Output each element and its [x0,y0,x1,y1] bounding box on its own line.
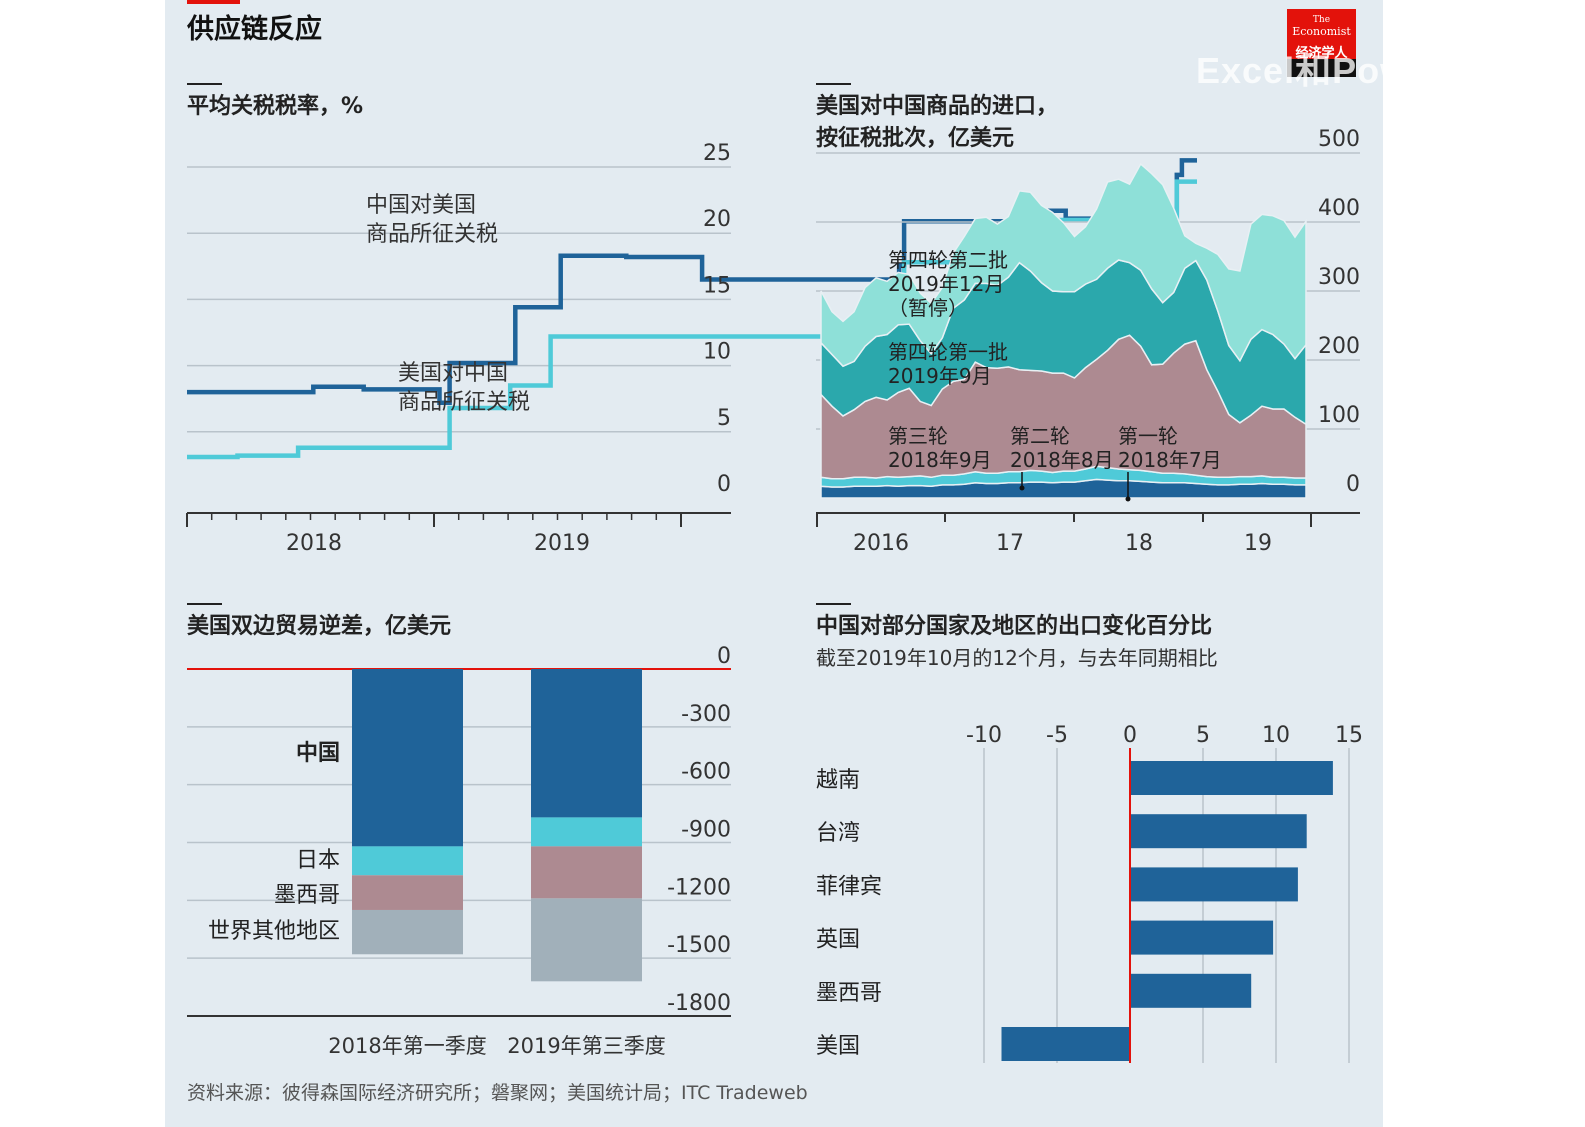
x-tick-label: 5 [1196,723,1210,748]
exports-chart-subtitle: 截至2019年10月的12个月，与去年同期相比 [816,646,1218,670]
area-label-2: 第二轮 2018年8月 [1010,424,1114,472]
bar [1130,814,1307,849]
y-tick-label: 0 [717,472,731,497]
y-tick-label: 100 [1318,403,1360,428]
y-tick-label: 20 [703,207,731,232]
x-tick-label: 10 [1262,723,1290,748]
bar [1001,1027,1130,1061]
x-tick-label: -5 [1046,723,1068,748]
category-label: 越南 [816,768,860,793]
bar-segment-mexico [352,875,463,910]
area-label-5: 第四轮第二批 2019年12月（暂停） [888,248,1008,320]
series-label: 世界其他地区 [208,919,340,944]
exports-chart-title: 中国对部分国家及地区的出口变化百分比 [816,613,1212,639]
pointer-dot [1019,485,1025,491]
pointer-dot [1125,496,1131,502]
y-tick-label: 0 [717,644,731,669]
area-label-1: 第一轮 2018年7月 [1118,424,1222,472]
y-tick-label: 25 [703,141,731,166]
imports-chart-title: 美国对中国商品的进口，按征税批次，亿美元 [816,93,1058,151]
bar [1130,920,1274,955]
watermark: Excel和PowerBI实战 [1196,50,1558,91]
area-series-5 [820,162,1307,368]
x-tick-label: 18 [1125,531,1153,556]
x-tick-label: -10 [966,723,1002,748]
bar-segment-rest [531,898,642,982]
x-tick-label: 2019 [534,531,590,556]
bar-segment-japan [352,846,463,876]
bar-segment-rest [352,909,463,955]
x-tick-label: 17 [996,531,1024,556]
x-tick-label: 2016 [853,531,909,556]
logo-bar [1287,59,1356,77]
bar [1130,761,1333,795]
deficit-chart: 美国双边贸易逆差，亿美元 0 -300 -600 -900 -1200 -1500 -180… [187,603,731,1058]
x-tick-label: 2019年第三季度 [507,1034,665,1058]
bar-segment-china [531,669,642,818]
category-label: 菲律宾 [816,874,882,899]
category-label: 美国 [816,1034,860,1059]
y-tick-label: 200 [1318,334,1360,359]
y-tick-label: -300 [681,702,731,727]
y-tick-label: -1500 [667,933,731,958]
y-tick-label: -900 [681,818,731,843]
series-label: 中国 [296,741,340,766]
source-note: 资料来源：彼得森国际经济研究所；磐聚网；美国统计局；ITC Tradeweb [187,1082,808,1104]
imports-chart: 美国对中国商品的进口，按征税批次，亿美元 0 100 200 300 400 500 201… [816,83,1360,556]
deficit-chart-title: 美国双边贸易逆差，亿美元 [187,613,451,639]
bar-segment-japan [531,817,642,847]
series-label: 日本 [296,848,340,873]
series-label: 墨西哥 [274,883,340,908]
series-label-china-tariff: 中国对美国商品所征关税 [366,193,498,247]
tariff-chart-title: 平均关税税率，% [187,93,363,119]
bar-segment-mexico [531,846,642,899]
category-label: 台湾 [816,821,860,846]
y-tick-label: -1800 [667,991,731,1016]
y-tick-label: 10 [703,340,731,365]
x-tick-label: 0 [1123,723,1137,748]
y-tick-label: -1200 [667,875,731,900]
bar-segment-china [352,669,463,847]
y-tick-label: 300 [1318,265,1360,290]
y-tick-label: 15 [703,273,731,298]
page-title: 供应链反应 [186,13,322,45]
area-label-4: 第四轮第一批 2019年9月 [888,340,1008,388]
series-label-us-tariff: 美国对中国商品所征关税 [398,361,530,415]
area-label-3: 第三轮 2018年9月 [888,424,992,472]
category-label: 墨西哥 [816,981,882,1006]
bar [1130,973,1252,1008]
x-tick-label: 2018 [286,531,342,556]
y-tick-label: -600 [681,760,731,785]
y-tick-label: 0 [1346,472,1360,497]
top-red-accent [187,0,240,4]
category-label: 英国 [816,928,860,953]
x-tick-label: 15 [1335,723,1363,748]
economist-logo: The Economist 经济学人 [1287,9,1356,77]
x-tick-label: 2018年第一季度 [328,1034,486,1058]
exports-chart: 中国对部分国家及地区的出口变化百分比 截至2019年10月的12个月，与去年同期… [816,603,1363,1063]
y-tick-label: 500 [1318,127,1360,152]
bar [1130,867,1298,902]
y-tick-label: 5 [717,406,731,431]
x-tick-label: 19 [1244,531,1272,556]
y-tick-label: 400 [1318,196,1360,221]
